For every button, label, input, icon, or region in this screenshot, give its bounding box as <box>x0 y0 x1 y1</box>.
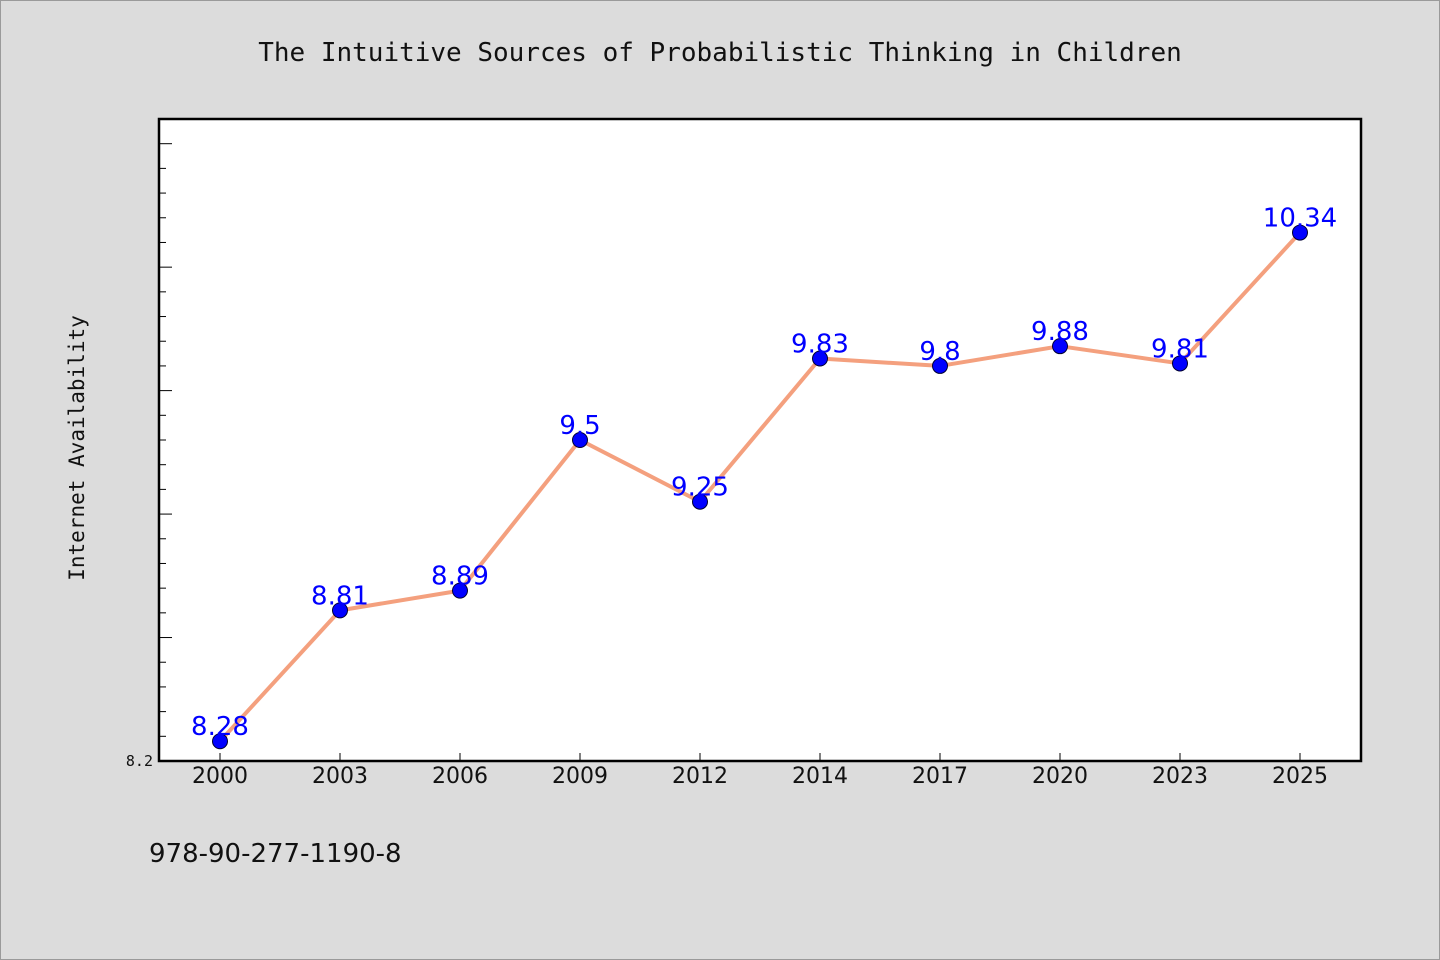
data-label: 9.8 <box>919 337 960 367</box>
data-point <box>1052 338 1068 355</box>
x-tick-label: 2017 <box>912 764 968 789</box>
data-point <box>572 432 588 448</box>
x-tick-label: 2023 <box>1152 764 1208 789</box>
y-axis-ticks <box>159 143 172 762</box>
data-point <box>1172 355 1188 372</box>
data-point <box>692 493 708 510</box>
x-tick-label: 2025 <box>1272 764 1328 789</box>
data-point <box>812 350 828 367</box>
data-label: 8.89 <box>431 562 489 592</box>
data-label: 9.83 <box>791 330 849 360</box>
data-label: 10.34 <box>1263 204 1337 234</box>
series-layer: 8.28 8.81 8.89 9.5 9.25 9.83 9.8 9.88 9.81 10.34 <box>191 204 1337 750</box>
data-label: 9.88 <box>1031 317 1089 347</box>
x-tick-label: 2009 <box>552 764 608 789</box>
isbn-text: 978-90-277-1190-8 <box>149 839 402 869</box>
series-line <box>218 230 1302 744</box>
data-point <box>932 357 948 374</box>
data-label: 9.81 <box>1151 334 1209 364</box>
x-tick-label: 2014 <box>792 764 848 789</box>
chart-title: The Intuitive Sources of Probabilistic T… <box>258 38 1182 68</box>
y-tick-label: 8.2 <box>126 752 153 770</box>
data-point <box>452 582 468 599</box>
data-label: 9.5 <box>559 411 600 441</box>
data-label: 8.81 <box>311 581 369 611</box>
x-tick-label: 2000 <box>192 764 248 789</box>
plot-area <box>157 117 1363 763</box>
data-label: 9.25 <box>671 473 729 503</box>
data-point <box>212 733 228 750</box>
data-label: 8.28 <box>191 712 249 742</box>
x-tick-label: 2003 <box>312 764 368 789</box>
y-axis-label: Internet Availability <box>65 315 89 581</box>
x-tick-label: 2006 <box>432 764 488 789</box>
x-axis-ticks: 2000 2003 2006 2009 2012 2014 2017 2020 2023 2025 <box>192 753 1328 789</box>
x-tick-label: 2012 <box>672 764 728 789</box>
data-point <box>1292 224 1308 241</box>
x-tick-label: 2020 <box>1032 764 1088 789</box>
data-point <box>332 602 348 619</box>
